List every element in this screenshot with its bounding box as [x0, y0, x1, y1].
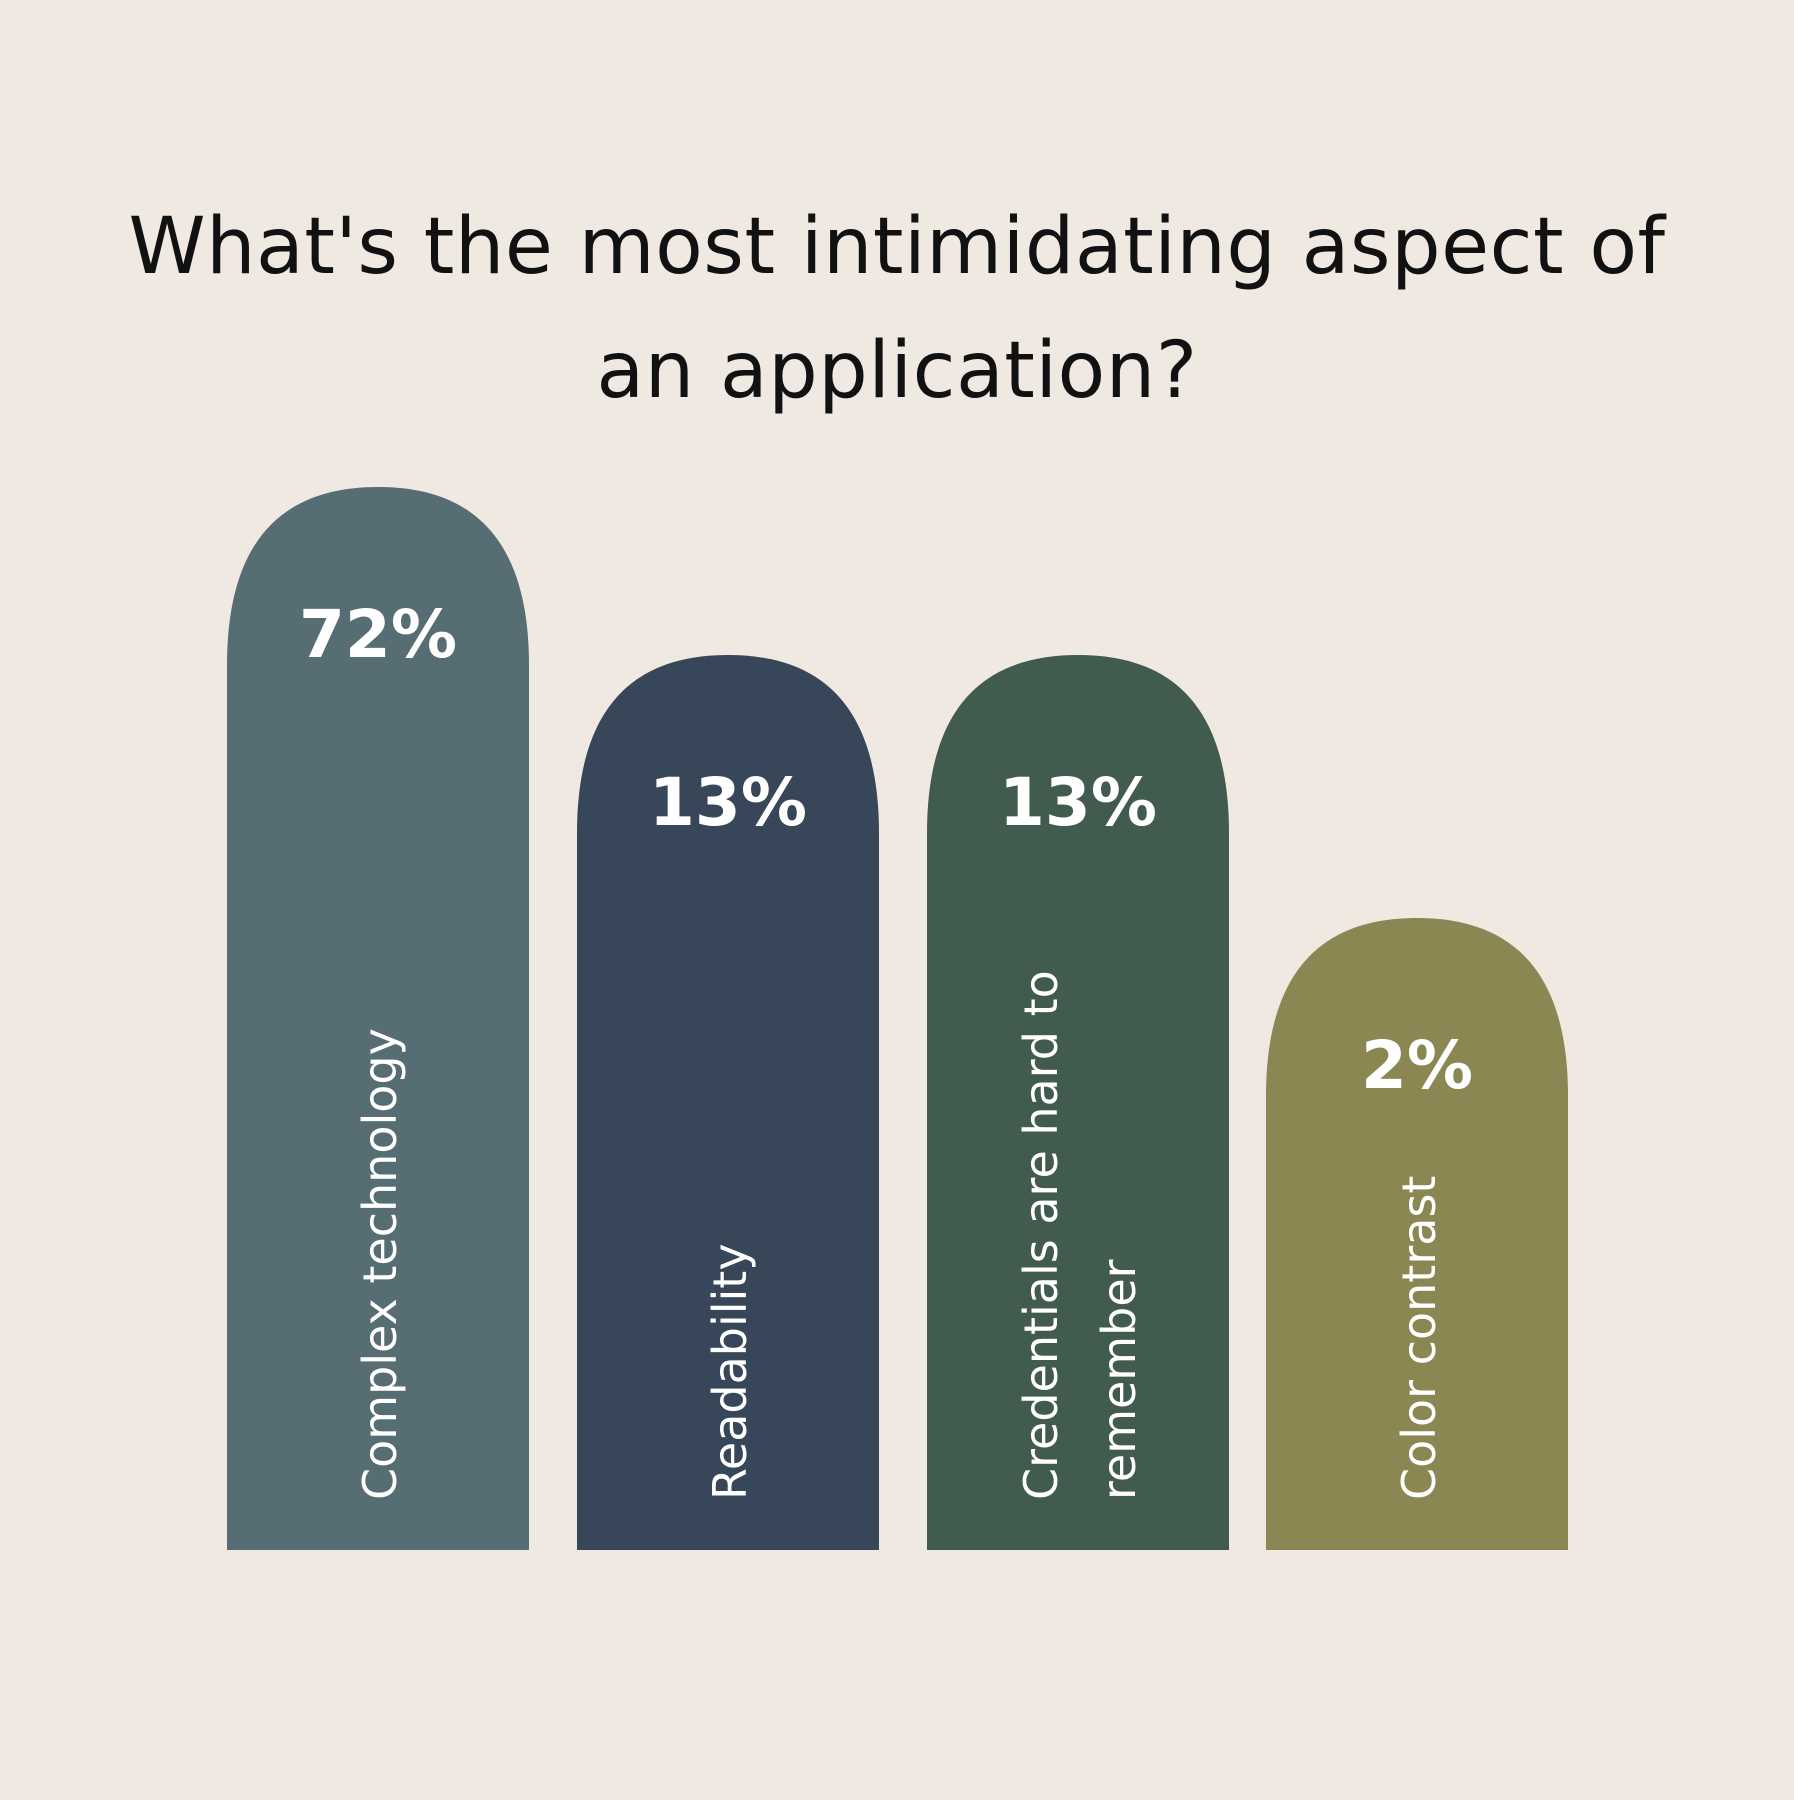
- bar-value-label: 72%: [299, 596, 457, 673]
- bar-category-label-line: Credentials are hard to: [1014, 970, 1068, 1500]
- bar-group: 13% Readability: [577, 655, 879, 1550]
- bar-value-label: 13%: [999, 764, 1157, 841]
- bar-category-label-line: remember: [1092, 1259, 1146, 1500]
- bar-category-label: Color contrast: [1392, 1176, 1446, 1500]
- chart-title-line-2: an application?: [596, 326, 1198, 416]
- bar-group: 2% Color contrast: [1266, 918, 1568, 1550]
- bar: [927, 655, 1229, 1550]
- bar-value-label: 2%: [1361, 1027, 1473, 1104]
- chart-title: What's the most intimidating aspect of a…: [0, 185, 1794, 433]
- bar-group: 72% Complex technology: [227, 487, 529, 1550]
- bar-category-label: Complex technology: [353, 1028, 407, 1500]
- chart-title-line-1: What's the most intimidating aspect of: [128, 202, 1666, 292]
- bar: [577, 655, 879, 1550]
- bar: [227, 487, 529, 1550]
- bar-value-label: 13%: [649, 764, 807, 841]
- bar-category-label-line: Complex technology: [353, 1028, 407, 1500]
- bar-group: 13% Credentials are hard to remember: [927, 655, 1229, 1550]
- bar-category-label-line: Color contrast: [1392, 1176, 1446, 1500]
- bar: [1266, 918, 1568, 1550]
- bar-category-label-line: Readability: [703, 1243, 757, 1500]
- bar-category-label: Credentials are hard to remember: [1014, 970, 1146, 1500]
- bar-category-label: Readability: [703, 1243, 757, 1500]
